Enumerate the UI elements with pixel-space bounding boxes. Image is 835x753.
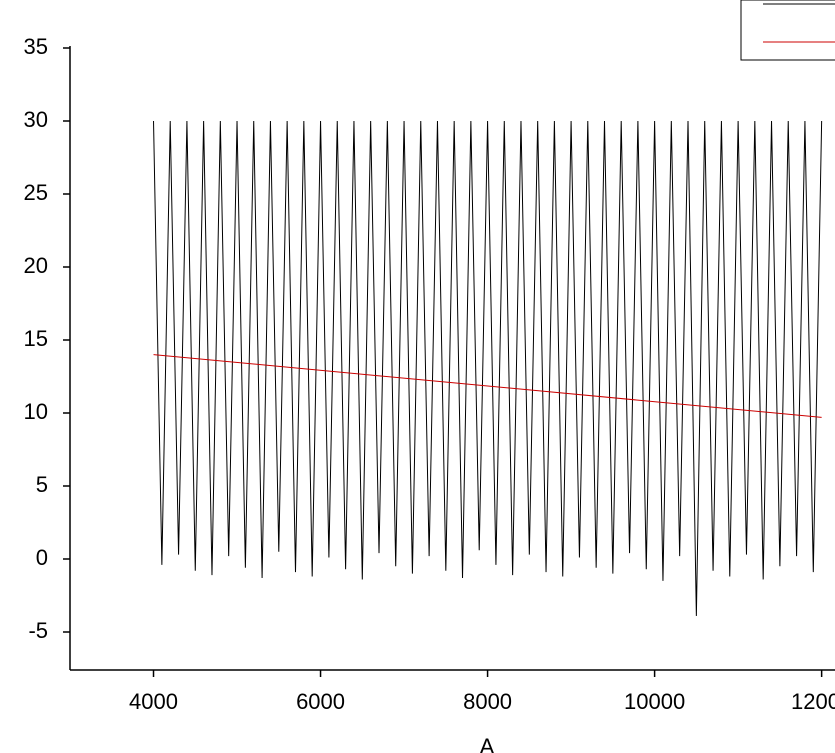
x-tick-label: 8000 bbox=[463, 689, 512, 714]
legend-box bbox=[740, 0, 835, 61]
y-tick-label: 0 bbox=[36, 545, 48, 570]
y-tick-label: 15 bbox=[24, 326, 48, 351]
x-tick-label: 10000 bbox=[624, 689, 685, 714]
series-line bbox=[153, 120, 823, 616]
y-tick-label: 20 bbox=[24, 253, 48, 278]
x-tick-label: 6000 bbox=[296, 689, 345, 714]
x-tick-label: 12000 bbox=[791, 689, 835, 714]
y-tick-label: 30 bbox=[24, 107, 48, 132]
y-tick-label: 25 bbox=[24, 180, 48, 205]
y-tick-label: 10 bbox=[24, 399, 48, 424]
y-tick-label: 5 bbox=[36, 472, 48, 497]
series-line bbox=[153, 354, 822, 418]
x-axis-title: A bbox=[480, 734, 495, 753]
x-tick-label: 4000 bbox=[129, 689, 178, 714]
y-tick-label: -5 bbox=[28, 618, 48, 643]
y-tick-label: 35 bbox=[24, 34, 48, 59]
